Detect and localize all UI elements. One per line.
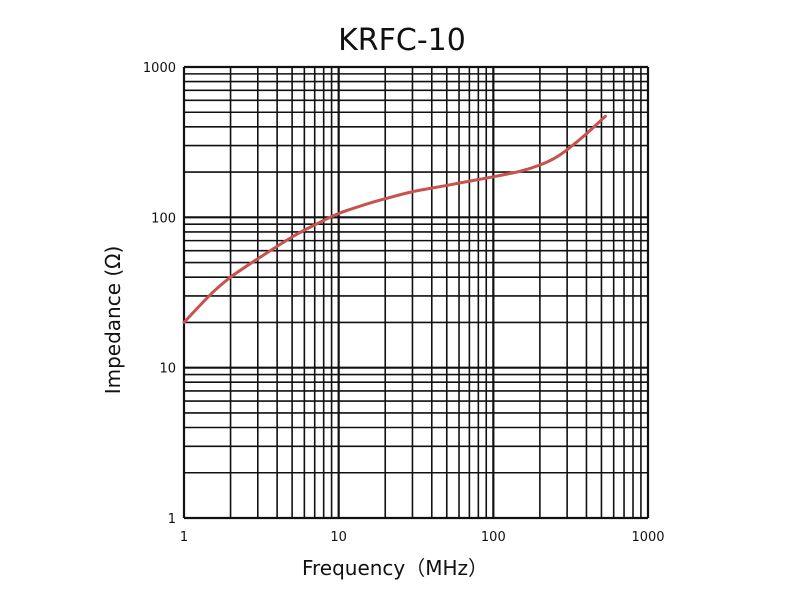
y-tick-label: 1000 bbox=[143, 61, 176, 76]
x-tick-label: 1 bbox=[180, 530, 188, 545]
impedance-curve-line bbox=[182, 114, 607, 324]
y-axis-label: Impedance (Ω) bbox=[101, 246, 125, 395]
y-tick-labels: 1 10 100 1000 bbox=[143, 61, 176, 527]
series-lines bbox=[182, 114, 607, 324]
grid bbox=[182, 65, 650, 520]
x-tick-labels: 1 10 100 1000 bbox=[180, 530, 665, 545]
y-tick-label: 1 bbox=[168, 512, 176, 527]
y-tick-label: 100 bbox=[151, 211, 176, 226]
x-axis-label: Frequency（MHz） bbox=[302, 556, 488, 580]
x-tick-label: 1000 bbox=[631, 530, 664, 545]
x-tick-label: 10 bbox=[330, 530, 347, 545]
chart-title: KRFC-10 bbox=[338, 23, 466, 58]
x-tick-label: 100 bbox=[481, 530, 506, 545]
y-tick-label: 10 bbox=[159, 362, 176, 377]
